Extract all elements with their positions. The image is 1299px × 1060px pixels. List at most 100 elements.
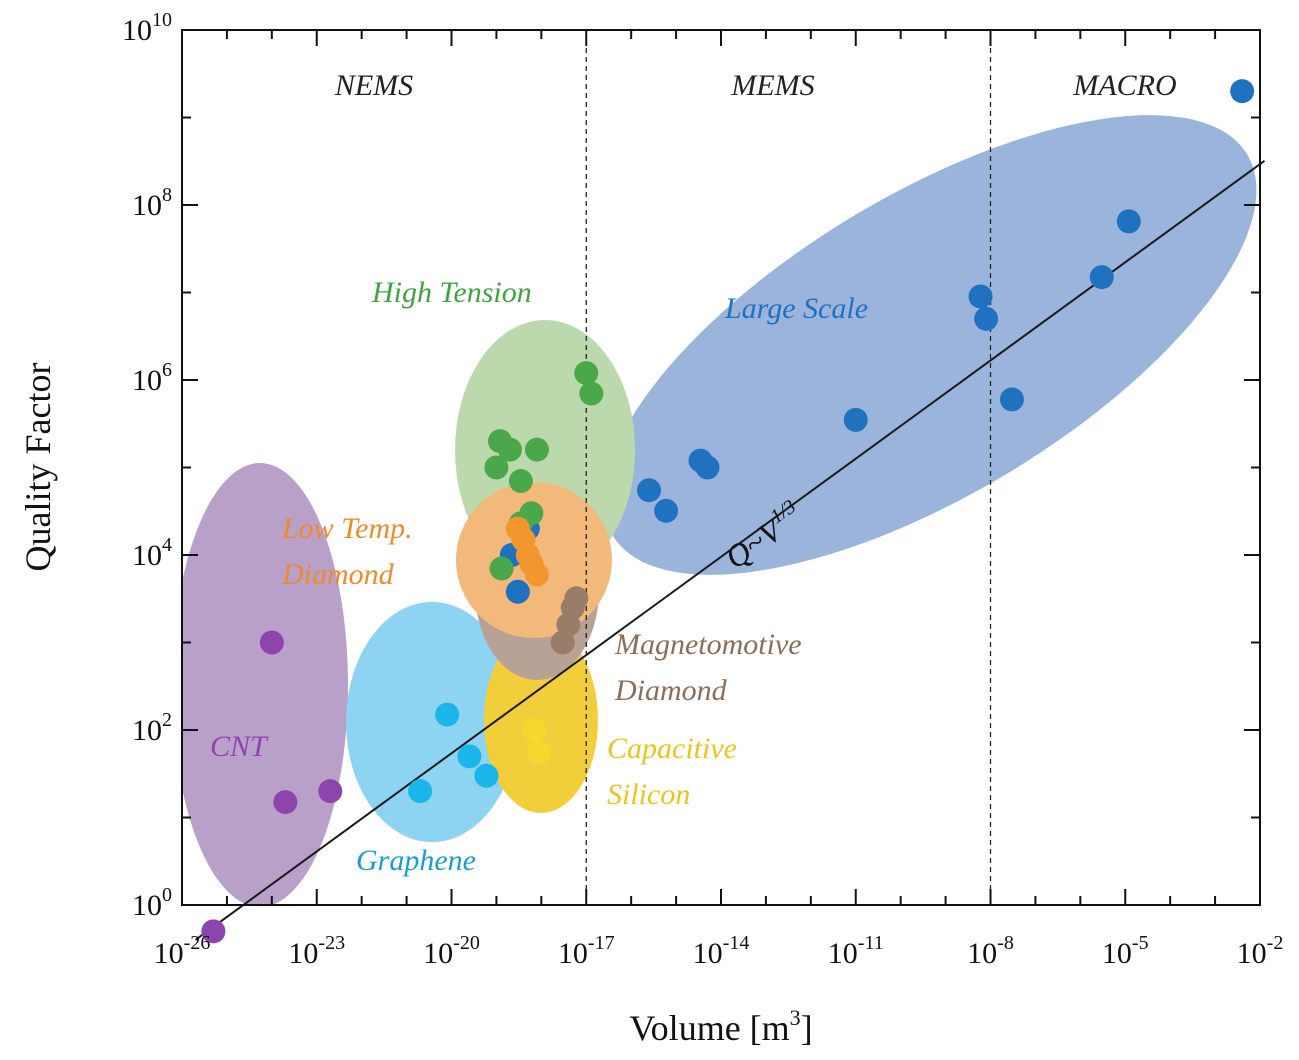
y-tick-exponent: 0 bbox=[162, 884, 172, 906]
data-point-cnt3 bbox=[318, 779, 343, 804]
y-tick-label: 108 bbox=[132, 184, 172, 222]
fit-line-layer bbox=[194, 159, 1266, 941]
group-bubbles bbox=[182, 115, 1257, 905]
data-point-high-tension8 bbox=[574, 361, 599, 386]
x-tick-base: 10 bbox=[1237, 937, 1267, 970]
x-tick-base: 10 bbox=[154, 937, 184, 970]
data-point-large-scale13 bbox=[1230, 79, 1255, 104]
region-label-nems: NEMS bbox=[334, 69, 413, 102]
x-axis-title-text: Volume [m bbox=[629, 1008, 789, 1048]
data-point-large-scale6 bbox=[695, 455, 720, 480]
data-point-graphene3 bbox=[474, 763, 499, 788]
x-tick-exponent: -14 bbox=[723, 932, 750, 954]
group-label-low-temp-diamond: Low Temp. Diamond bbox=[281, 512, 413, 591]
data-point-high-tension7 bbox=[489, 556, 514, 581]
data-point-cnt2 bbox=[273, 790, 298, 815]
x-tick-label: 10-2 bbox=[1237, 932, 1284, 970]
data-point-large-scale10 bbox=[999, 387, 1024, 412]
y-tick-exponent: 4 bbox=[162, 534, 172, 556]
y-tick-base: 10 bbox=[132, 539, 162, 572]
group-label-line: Magnetomotive bbox=[614, 628, 802, 661]
x-tick-label: 10-20 bbox=[423, 932, 480, 970]
group-label-large-scale: Large Scale bbox=[724, 292, 868, 325]
region-dividers bbox=[585, 30, 992, 905]
x-axis-title: Volume [m3] bbox=[629, 1005, 812, 1048]
x-tick-base: 10 bbox=[423, 937, 453, 970]
large-scalebubble bbox=[603, 115, 1257, 575]
x-tick-label: 10-23 bbox=[288, 932, 345, 970]
x-tick-exponent: -8 bbox=[997, 932, 1014, 954]
y-tick-base: 10 bbox=[132, 364, 162, 397]
data-point-high-tension4 bbox=[524, 437, 549, 462]
group-label-capacitive-silicon: Capacitive Silicon bbox=[607, 732, 737, 811]
y-tick-base: 10 bbox=[122, 14, 152, 47]
group-label-line: Diamond bbox=[281, 558, 395, 591]
x-tick-exponent: -26 bbox=[184, 932, 211, 954]
axes-frame bbox=[181, 29, 1261, 906]
data-point-low-temp-diamond3 bbox=[524, 562, 549, 587]
x-tick-exponent: -23 bbox=[318, 932, 345, 954]
data-point-large-scale11 bbox=[1089, 265, 1114, 290]
data-points bbox=[201, 79, 1255, 944]
group-label-line: Capacitive bbox=[607, 732, 737, 765]
y-axis-title: Quality Factor bbox=[18, 363, 58, 572]
y-tick-base: 10 bbox=[132, 714, 162, 747]
data-point-large-scale0 bbox=[505, 579, 530, 604]
x-tick-label: 10-17 bbox=[558, 932, 615, 970]
group-label-magnetomotive-diamond: Magnetomotive Diamond bbox=[614, 628, 802, 707]
data-point-high-tension9 bbox=[579, 381, 604, 406]
data-point-graphene1 bbox=[435, 702, 460, 727]
data-point-large-scale12 bbox=[1116, 209, 1141, 234]
data-point-high-tension3 bbox=[508, 469, 533, 494]
x-tick-base: 10 bbox=[1102, 937, 1132, 970]
data-point-capacitive-silicon0 bbox=[522, 718, 547, 742]
x-tick-base: 10 bbox=[558, 937, 588, 970]
graphenebubble bbox=[346, 602, 518, 842]
x-tick-label: 10-26 bbox=[154, 932, 211, 970]
y-tick-exponent: 6 bbox=[162, 359, 172, 381]
x-tick-base: 10 bbox=[828, 937, 858, 970]
y-tick-label: 100 bbox=[132, 884, 172, 922]
data-point-low-temp-diamond4 bbox=[505, 516, 530, 541]
x-tick-exponent: -11 bbox=[858, 932, 884, 954]
x-tick-exponent: -20 bbox=[453, 932, 480, 954]
y-tick-label: 104 bbox=[132, 534, 172, 572]
y-tick-label: 102 bbox=[132, 709, 172, 747]
x-axis-title-end: ] bbox=[801, 1008, 813, 1048]
x-tick-exponent: -2 bbox=[1267, 932, 1284, 954]
y-tick-base: 10 bbox=[132, 889, 162, 922]
data-point-large-scale8 bbox=[968, 284, 993, 309]
data-point-graphene2 bbox=[457, 744, 482, 769]
data-point-large-scale4 bbox=[654, 498, 679, 523]
y-tick-label: 106 bbox=[132, 359, 172, 397]
group-label-line: Low Temp. bbox=[281, 512, 413, 545]
chart-labels: 10-26 10-23 10-20 10-17 10-14 10-11 10-8 10-5 10… bbox=[18, 9, 1283, 1048]
y-tick-exponent: 10 bbox=[152, 9, 172, 31]
fit-line bbox=[194, 159, 1266, 941]
group-label-line: Diamond bbox=[614, 674, 728, 707]
group-label-line: Silicon bbox=[607, 778, 690, 811]
y-tick-exponent: 8 bbox=[162, 184, 172, 206]
x-axis-title-sup: 3 bbox=[790, 1005, 801, 1030]
y-tick-label: 1010 bbox=[122, 9, 172, 47]
group-label-cnt: CNT bbox=[210, 730, 269, 763]
group-label-high-tension: High Tension bbox=[371, 276, 532, 309]
x-tick-label: 10-5 bbox=[1102, 932, 1149, 970]
x-tick-label: 10-14 bbox=[693, 932, 750, 970]
x-tick-base: 10 bbox=[288, 937, 318, 970]
group-label-graphene: Graphene bbox=[356, 844, 476, 877]
data-point-high-tension2 bbox=[484, 455, 509, 480]
region-label-macro: MACRO bbox=[1072, 69, 1176, 102]
region-label-mems: MEMS bbox=[730, 69, 814, 102]
x-tick-base: 10 bbox=[693, 937, 723, 970]
data-point-large-scale7 bbox=[843, 407, 868, 432]
data-point-large-scale9 bbox=[974, 306, 999, 331]
data-point-graphene0 bbox=[408, 779, 433, 804]
cntbubble bbox=[182, 463, 348, 905]
data-point-cnt1 bbox=[259, 630, 284, 655]
data-point-magnetomotive-diamond3 bbox=[564, 586, 589, 611]
x-tick-label: 10-11 bbox=[828, 932, 884, 970]
y-tick-base: 10 bbox=[132, 189, 162, 222]
x-tick-exponent: -17 bbox=[588, 932, 615, 954]
